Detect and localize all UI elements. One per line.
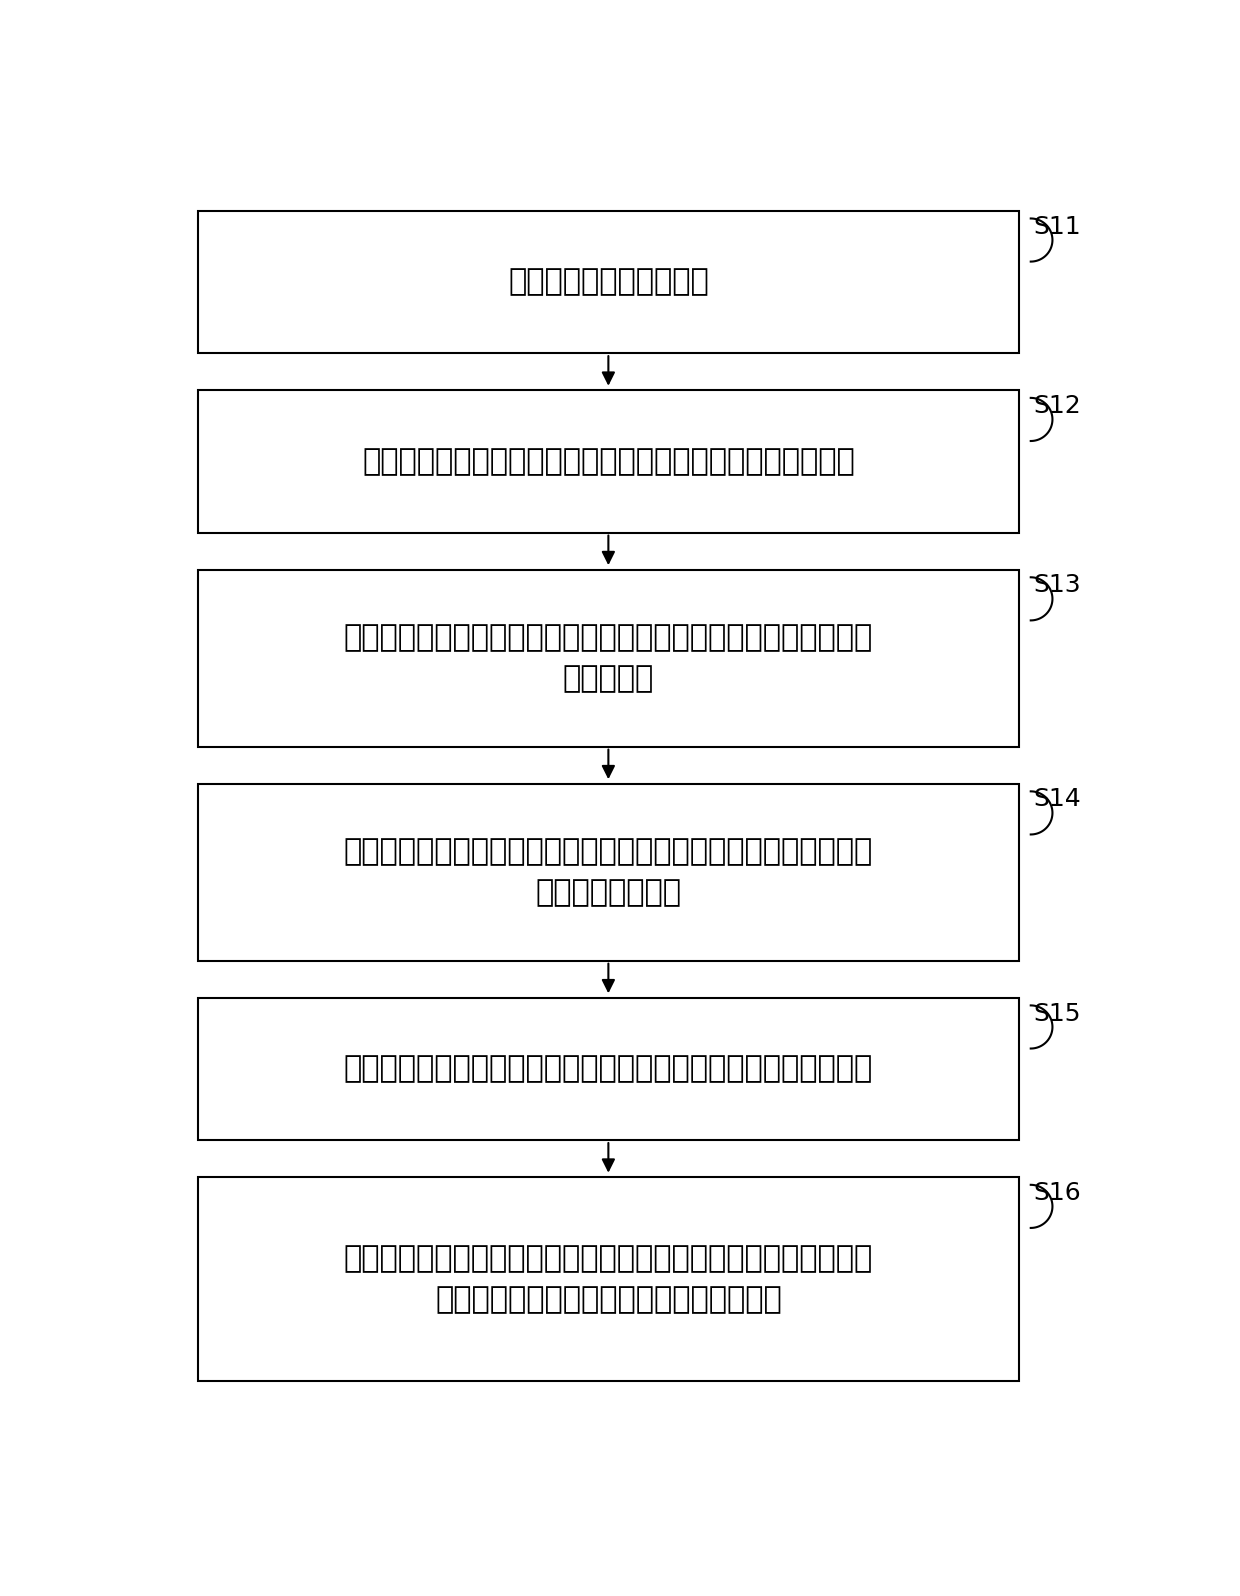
Bar xyxy=(197,211,1019,353)
Bar xyxy=(197,570,1019,747)
Text: 对所述车辆历史轨迹数据进行聚合，得到每辆车的轨迹数据；: 对所述车辆历史轨迹数据进行聚合，得到每辆车的轨迹数据； xyxy=(362,447,854,476)
Text: 获取车辆历史轨迹数据；: 获取车辆历史轨迹数据； xyxy=(508,268,709,297)
Text: 根据所述个体车辆的马尔科夫状态转移矩阵以及路网车辆的马尔科
夫状态转移矩阵预测经过各个卡口的概率。: 根据所述个体车辆的马尔科夫状态转移矩阵以及路网车辆的马尔科 夫状态转移矩阵预测经… xyxy=(343,1245,873,1314)
Bar xyxy=(197,389,1019,533)
Bar xyxy=(197,784,1019,961)
Text: S11: S11 xyxy=(1033,214,1081,239)
Text: S13: S13 xyxy=(1033,573,1081,597)
Text: S12: S12 xyxy=(1033,394,1081,418)
Text: 对所述车辆历史轨迹数据进行聚合，得到每个时间区间的车辆轨迹
数据集合；: 对所述车辆历史轨迹数据进行聚合，得到每个时间区间的车辆轨迹 数据集合； xyxy=(343,624,873,693)
Text: S16: S16 xyxy=(1033,1181,1081,1205)
Text: 基于所述每个时间区间的车辆轨迹数据集合构建路网车辆的马尔科
夫状态转移矩阵；: 基于所述每个时间区间的车辆轨迹数据集合构建路网车辆的马尔科 夫状态转移矩阵； xyxy=(343,838,873,907)
Text: 基于所述每辆车轨迹数据构建个体车辆的马尔科夫状态转移矩阵；: 基于所述每辆车轨迹数据构建个体车辆的马尔科夫状态转移矩阵； xyxy=(343,1055,873,1084)
Text: S15: S15 xyxy=(1033,1002,1080,1026)
Bar xyxy=(197,1178,1019,1381)
Text: S14: S14 xyxy=(1033,787,1081,811)
Bar xyxy=(197,998,1019,1140)
